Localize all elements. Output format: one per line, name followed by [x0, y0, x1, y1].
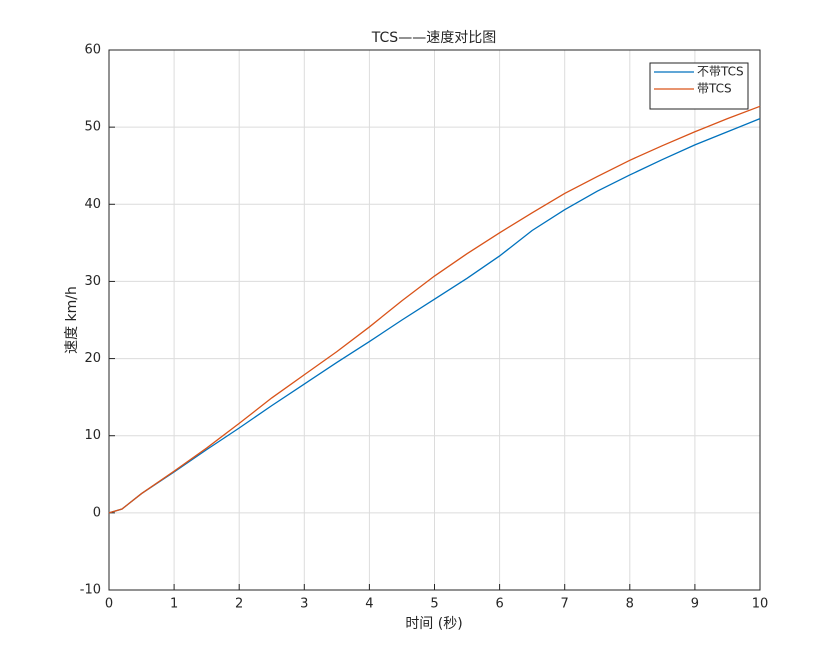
- y-axis-label: 速度 km/h: [64, 286, 80, 354]
- x-tick-label: 3: [300, 597, 308, 612]
- axes-box: [108, 49, 761, 591]
- y-tick-label: -10: [80, 583, 101, 598]
- x-tick-label: 2: [235, 597, 243, 612]
- x-tick-label: 5: [430, 597, 438, 612]
- data-line: [108, 118, 761, 514]
- x-axis-label: 时间 (秒): [405, 616, 462, 632]
- x-tick-label: 9: [691, 597, 699, 612]
- x-tick-label: 7: [561, 597, 569, 612]
- x-tick-label: 0: [105, 597, 113, 612]
- data-line: [108, 105, 761, 514]
- chart-title: TCS——速度对比图: [371, 30, 496, 46]
- y-tick-label: 40: [84, 197, 101, 212]
- legend-box: [649, 62, 749, 110]
- y-tick-label: 10: [84, 428, 101, 443]
- legend-label: 带TCS: [697, 82, 732, 96]
- y-tick-label: 60: [84, 43, 101, 58]
- x-tick-label: 1: [170, 597, 178, 612]
- y-tick-label: 50: [84, 120, 101, 135]
- x-tick-label: 4: [365, 597, 373, 612]
- y-tick-label: 0: [93, 505, 101, 520]
- y-tick-label: 20: [84, 351, 101, 366]
- y-tick-label: 30: [84, 274, 101, 289]
- x-tick-label: 10: [752, 597, 769, 612]
- x-tick-label: 6: [495, 597, 503, 612]
- x-tick-label: 8: [626, 597, 634, 612]
- legend-label: 不带TCS: [697, 65, 744, 79]
